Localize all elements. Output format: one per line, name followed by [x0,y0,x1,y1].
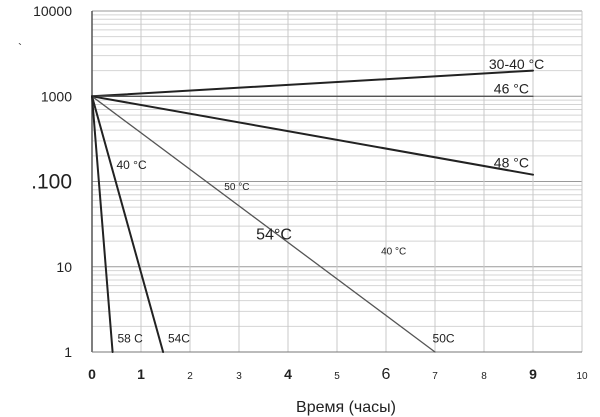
y-axis-ticks: 1 10 .100 1000 10000 [31,3,72,360]
y-tick-label: 10 [56,259,72,275]
series-line-3 [91,95,436,353]
y-tick-label: 1000 [41,88,72,104]
x-tick-label: 7 [432,371,438,382]
series-line-0 [91,69,534,98]
x-tick-label: 9 [529,366,537,382]
x-tick-label: 2 [187,371,193,382]
annotation-label: 54°C [256,226,292,243]
annotation-label: 50C [433,331,455,345]
stray-mark: ` [18,41,22,55]
x-tick-label: 6 [382,366,391,383]
annotation-layer: 30-40 °C 46 °C 48 °C 40 °C 50 °C 54°C 40 °C 58 … [117,56,545,346]
series-line-5 [91,95,114,353]
x-axis-label: Время (часы) [296,399,396,416]
x-tick-label: 8 [481,371,487,382]
annotation-label: 58 C [117,331,143,345]
x-axis-ticks: 0 1 2 3 4 5 6 7 8 9 10 [88,366,588,383]
y-tick-label: .100 [31,171,72,194]
y-tick-label: 10000 [33,3,72,19]
annotation-label: 40 °C [117,158,147,172]
major-grid [91,10,583,353]
annotation-label: 40 °C [381,246,406,257]
x-tick-label: 0 [88,366,96,382]
annotation-label: 46 °C [494,80,529,96]
series-layer [91,69,534,353]
x-tick-label: 10 [576,371,588,382]
x-tick-label: 3 [236,371,242,382]
series-line-4 [91,95,165,353]
x-tick-label: 5 [334,371,340,382]
annotation-label: 48 °C [494,155,529,171]
annotation-label: 50 °C [224,182,249,193]
annotation-label: 54C [168,331,190,345]
x-tick-label: 1 [137,366,145,382]
x-tick-label: 4 [284,366,292,382]
y-tick-label: 1 [64,344,72,360]
annotation-label: 30-40 °C [489,56,544,72]
series-line-2 [91,95,534,176]
